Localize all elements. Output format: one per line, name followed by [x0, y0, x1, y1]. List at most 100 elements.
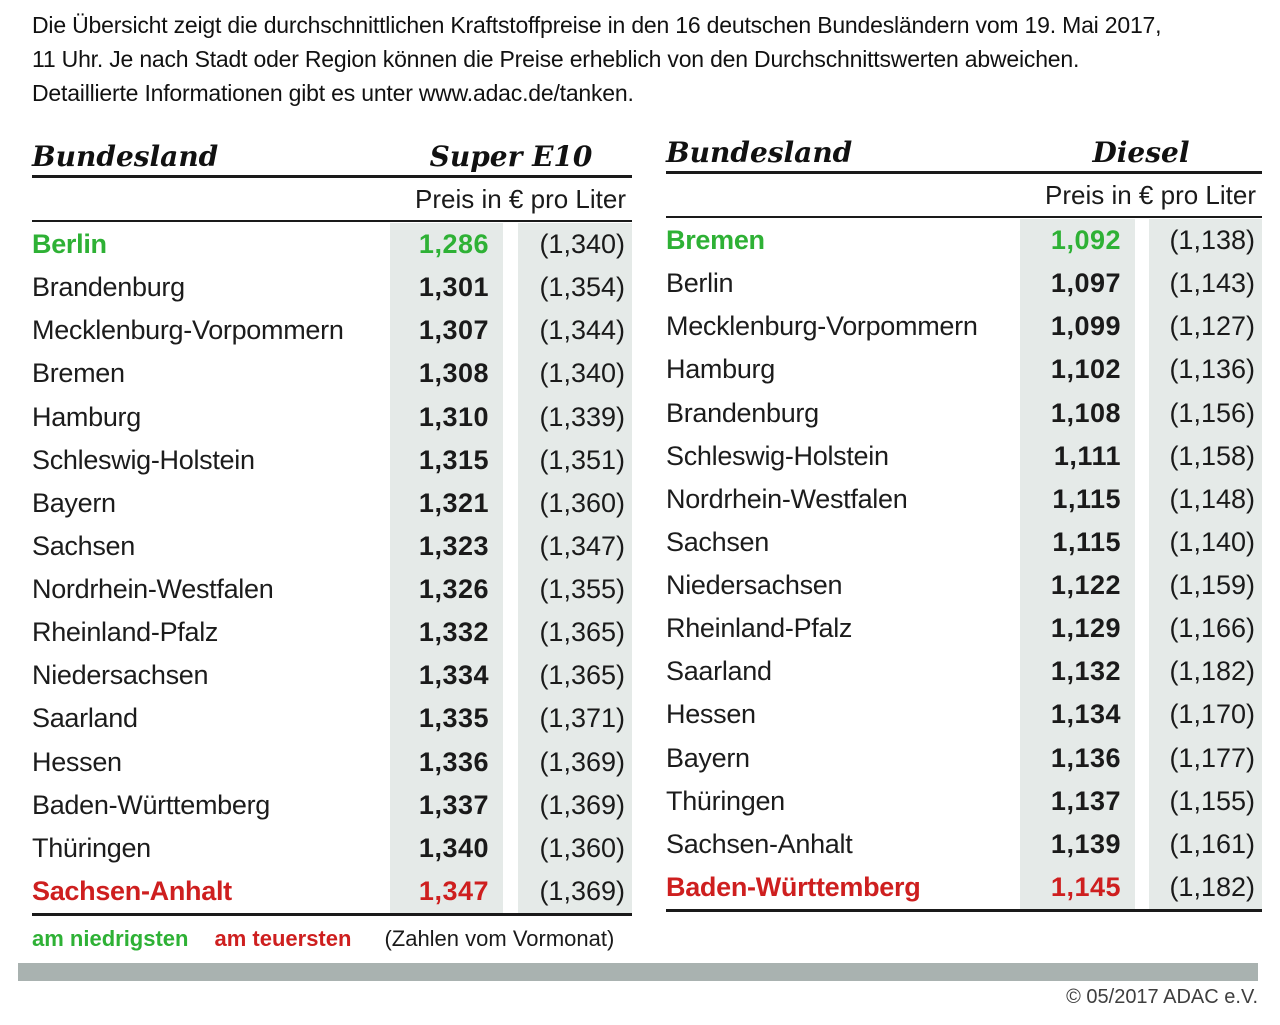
intro-line-3: Detaillierte Informationen gibt es unter…: [32, 80, 634, 106]
current-price: 1,307: [390, 309, 503, 353]
legend-highest: am teuersten: [214, 926, 352, 951]
current-price: 1,137: [1020, 779, 1135, 823]
header-rule: [32, 175, 632, 178]
current-price: 1,099: [1020, 305, 1135, 349]
current-price: 1,122: [1020, 564, 1135, 608]
state-name: Baden-Württemberg: [666, 871, 921, 902]
previous-month-price: (1,354): [518, 266, 632, 310]
table-row: Bremen 1,308 (1,340): [32, 352, 632, 396]
table-body: Bremen 1,092 (1,138) Berlin 1,097 (1,143) Meck…: [666, 219, 1262, 909]
current-price: 1,286: [390, 223, 503, 267]
previous-month-price: (1,156): [1149, 391, 1262, 435]
state-name: Saarland: [32, 703, 138, 734]
previous-month-price: (1,182): [1149, 865, 1262, 909]
current-price: 1,337: [390, 783, 503, 827]
table-row: Rheinland-Pfalz 1,129 (1,166): [666, 607, 1262, 651]
state-name: Niedersachsen: [32, 660, 209, 691]
previous-month-price: (1,143): [1149, 262, 1262, 306]
previous-month-price: (1,148): [1149, 477, 1262, 521]
previous-month-price: (1,182): [1149, 650, 1262, 694]
unit-header: Preis in € pro Liter: [415, 184, 626, 214]
previous-month-price: (1,371): [518, 697, 632, 741]
previous-month-price: (1,158): [1149, 434, 1262, 478]
state-name: Thüringen: [666, 785, 785, 816]
table-row: Hessen 1,134 (1,170): [666, 693, 1262, 737]
previous-month-price: (1,159): [1149, 564, 1262, 608]
current-price: 1,347: [390, 869, 503, 913]
table-row: Thüringen 1,137 (1,155): [666, 779, 1262, 823]
state-name: Bremen: [666, 225, 765, 256]
current-price: 1,340: [390, 826, 503, 870]
current-price: 1,111: [1020, 434, 1135, 478]
state-name: Sachsen: [666, 526, 769, 557]
intro-line-1: Die Übersicht zeigt die durchschnittlich…: [32, 12, 1162, 38]
previous-month-price: (1,340): [518, 223, 632, 267]
state-name: Bayern: [666, 742, 750, 773]
previous-month-price: (1,365): [518, 611, 632, 655]
table-row: Hamburg 1,310 (1,339): [32, 395, 632, 439]
state-name: Rheinland-Pfalz: [32, 617, 219, 648]
table-row: Niedersachsen 1,334 (1,365): [32, 654, 632, 698]
intro-line-2: 11 Uhr. Je nach Stadt oder Region können…: [32, 46, 1080, 72]
current-price: 1,308: [390, 352, 503, 396]
legend-note: (Zahlen vom Vormonat): [384, 926, 615, 951]
current-price: 1,315: [390, 438, 503, 482]
bottom-rule: [32, 913, 632, 916]
table-row: Bayern 1,136 (1,177): [666, 736, 1262, 780]
footer-divider-bar: [18, 963, 1258, 981]
state-name: Brandenburg: [32, 272, 185, 303]
table-row: Saarland 1,335 (1,371): [32, 697, 632, 741]
table-row: Berlin 1,097 (1,143): [666, 262, 1262, 306]
current-price: 1,097: [1020, 262, 1135, 306]
table-row: Sachsen-Anhalt 1,347 (1,369): [32, 869, 632, 913]
table-row: Nordrhein-Westfalen 1,115 (1,148): [666, 477, 1262, 521]
state-name: Mecklenburg-Vorpommern: [32, 315, 344, 346]
state-name: Nordrhein-Westfalen: [666, 483, 908, 514]
bundesland-column-header: Bundesland: [32, 140, 219, 173]
previous-month-price: (1,177): [1149, 736, 1262, 780]
previous-month-price: (1,347): [518, 524, 632, 568]
previous-month-price: (1,138): [1149, 219, 1262, 263]
bundesland-column-header: Bundesland: [666, 136, 853, 169]
previous-month-price: (1,369): [518, 869, 632, 913]
current-price: 1,108: [1020, 391, 1135, 435]
state-name: Hessen: [666, 699, 756, 730]
state-name: Schleswig-Holstein: [666, 440, 889, 471]
previous-month-price: (1,161): [1149, 822, 1262, 866]
table-row: Bremen 1,092 (1,138): [666, 219, 1262, 263]
previous-month-price: (1,369): [518, 783, 632, 827]
current-price: 1,335: [390, 697, 503, 741]
state-name: Hamburg: [666, 354, 775, 385]
state-name: Hamburg: [32, 401, 141, 432]
current-price: 1,323: [390, 524, 503, 568]
state-name: Nordrhein-Westfalen: [32, 574, 274, 605]
state-name: Berlin: [32, 229, 107, 260]
previous-month-price: (1,339): [518, 395, 632, 439]
state-name: Saarland: [666, 656, 772, 687]
table-row: Rheinland-Pfalz 1,332 (1,365): [32, 611, 632, 655]
previous-month-price: (1,166): [1149, 607, 1262, 651]
table-row: Mecklenburg-Vorpommern 1,307 (1,344): [32, 309, 632, 353]
current-price: 1,129: [1020, 607, 1135, 651]
subheader-rule: [666, 216, 1262, 218]
table-body: Berlin 1,286 (1,340) Brandenburg 1,301 (1,354…: [32, 223, 632, 913]
previous-month-price: (1,140): [1149, 520, 1262, 564]
current-price: 1,115: [1020, 520, 1135, 564]
table-row: Schleswig-Holstein 1,315 (1,351): [32, 438, 632, 482]
current-price: 1,326: [390, 568, 503, 612]
table-row: Niedersachsen 1,122 (1,159): [666, 564, 1262, 608]
table-row: Hessen 1,336 (1,369): [32, 740, 632, 784]
table-row: Baden-Württemberg 1,145 (1,182): [666, 865, 1262, 909]
table-row: Sachsen 1,115 (1,140): [666, 520, 1262, 564]
bottom-rule: [666, 909, 1262, 912]
previous-month-price: (1,127): [1149, 305, 1262, 349]
previous-month-price: (1,155): [1149, 779, 1262, 823]
current-price: 1,334: [390, 654, 503, 698]
state-name: Brandenburg: [666, 397, 819, 428]
current-price: 1,321: [390, 481, 503, 525]
table-row: Berlin 1,286 (1,340): [32, 223, 632, 267]
previous-month-price: (1,340): [518, 352, 632, 396]
table-row: Mecklenburg-Vorpommern 1,099 (1,127): [666, 305, 1262, 349]
table-row: Bayern 1,321 (1,360): [32, 481, 632, 525]
